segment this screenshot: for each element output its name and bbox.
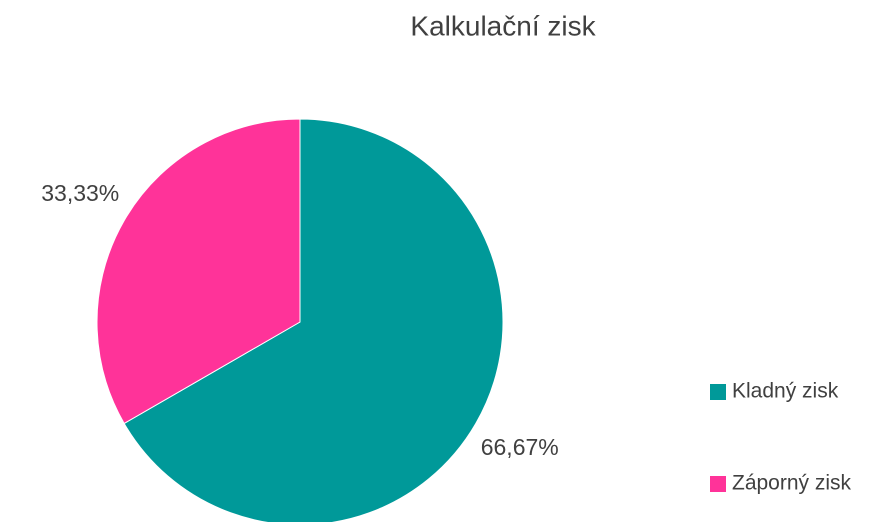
data-label: 33,33% bbox=[41, 180, 119, 206]
pie-slice bbox=[96, 118, 301, 425]
legend-swatch bbox=[710, 384, 726, 400]
pie-slice bbox=[123, 118, 504, 522]
legend-swatch bbox=[710, 476, 726, 492]
legend-label: Záporný zisk bbox=[732, 472, 852, 495]
chart-title: Kalkulační zisk bbox=[410, 10, 596, 41]
legend-label: Kladný zisk bbox=[732, 380, 839, 403]
data-label: 66,67% bbox=[481, 434, 559, 460]
